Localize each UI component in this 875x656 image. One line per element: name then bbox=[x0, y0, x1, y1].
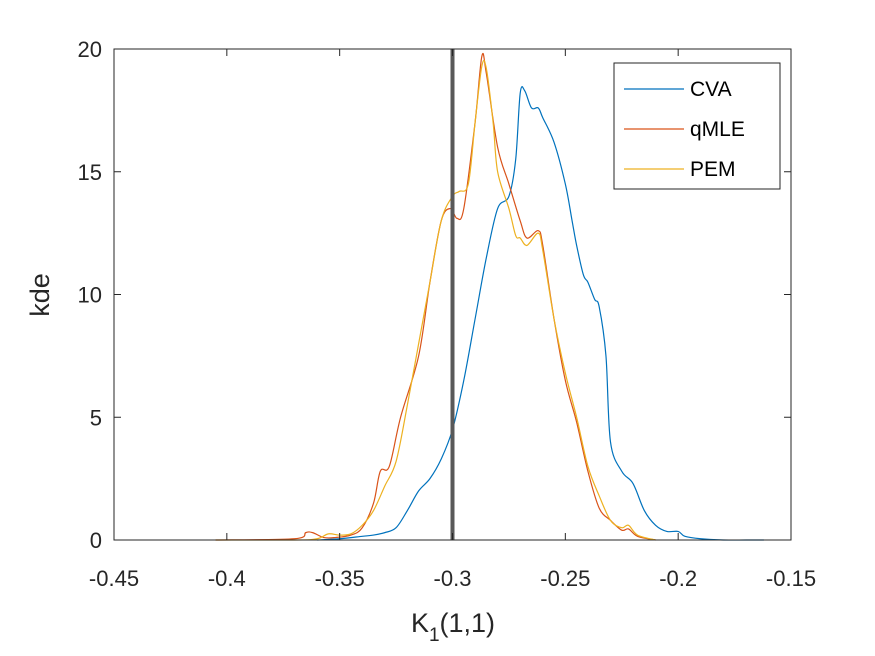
series-layer bbox=[215, 52, 764, 541]
y-tick-label: 10 bbox=[78, 283, 102, 308]
y-axis-title: kde bbox=[25, 273, 55, 317]
y-tick-label: 15 bbox=[78, 160, 102, 185]
x-axis-title-suffix: (1,1) bbox=[440, 608, 496, 638]
y-tick-label: 20 bbox=[78, 37, 102, 62]
legend-box bbox=[613, 62, 781, 190]
legend-label-cva: CVA bbox=[690, 78, 732, 101]
legend-label-pem: PEM bbox=[690, 158, 736, 181]
y-tick-label: 5 bbox=[90, 405, 102, 430]
x-axis-title: K1(1,1) bbox=[411, 608, 495, 646]
x-tick-label: -0.2 bbox=[659, 566, 697, 591]
x-tick-label: -0.4 bbox=[208, 566, 246, 591]
x-axis-title-subscript: 1 bbox=[429, 625, 440, 646]
x-tick-label: -0.35 bbox=[315, 566, 365, 591]
tick-layer: -0.45 -0.4 -0.35 -0.3 -0.25 -0.2 -0.15 0 5 10 15 20 bbox=[78, 37, 817, 591]
legend: CVA qMLE PEM bbox=[613, 62, 781, 190]
series-line-pem bbox=[215, 59, 656, 541]
series-line-cva bbox=[317, 86, 764, 541]
x-tick-label: -0.25 bbox=[540, 566, 590, 591]
x-tick-label: -0.3 bbox=[434, 566, 472, 591]
x-axis-title-base: K bbox=[411, 608, 429, 638]
legend-label-qmle: qMLE bbox=[690, 118, 745, 141]
x-tick-label: -0.15 bbox=[766, 566, 816, 591]
x-tick-label: -0.45 bbox=[89, 566, 139, 591]
y-tick-label: 0 bbox=[90, 528, 102, 553]
